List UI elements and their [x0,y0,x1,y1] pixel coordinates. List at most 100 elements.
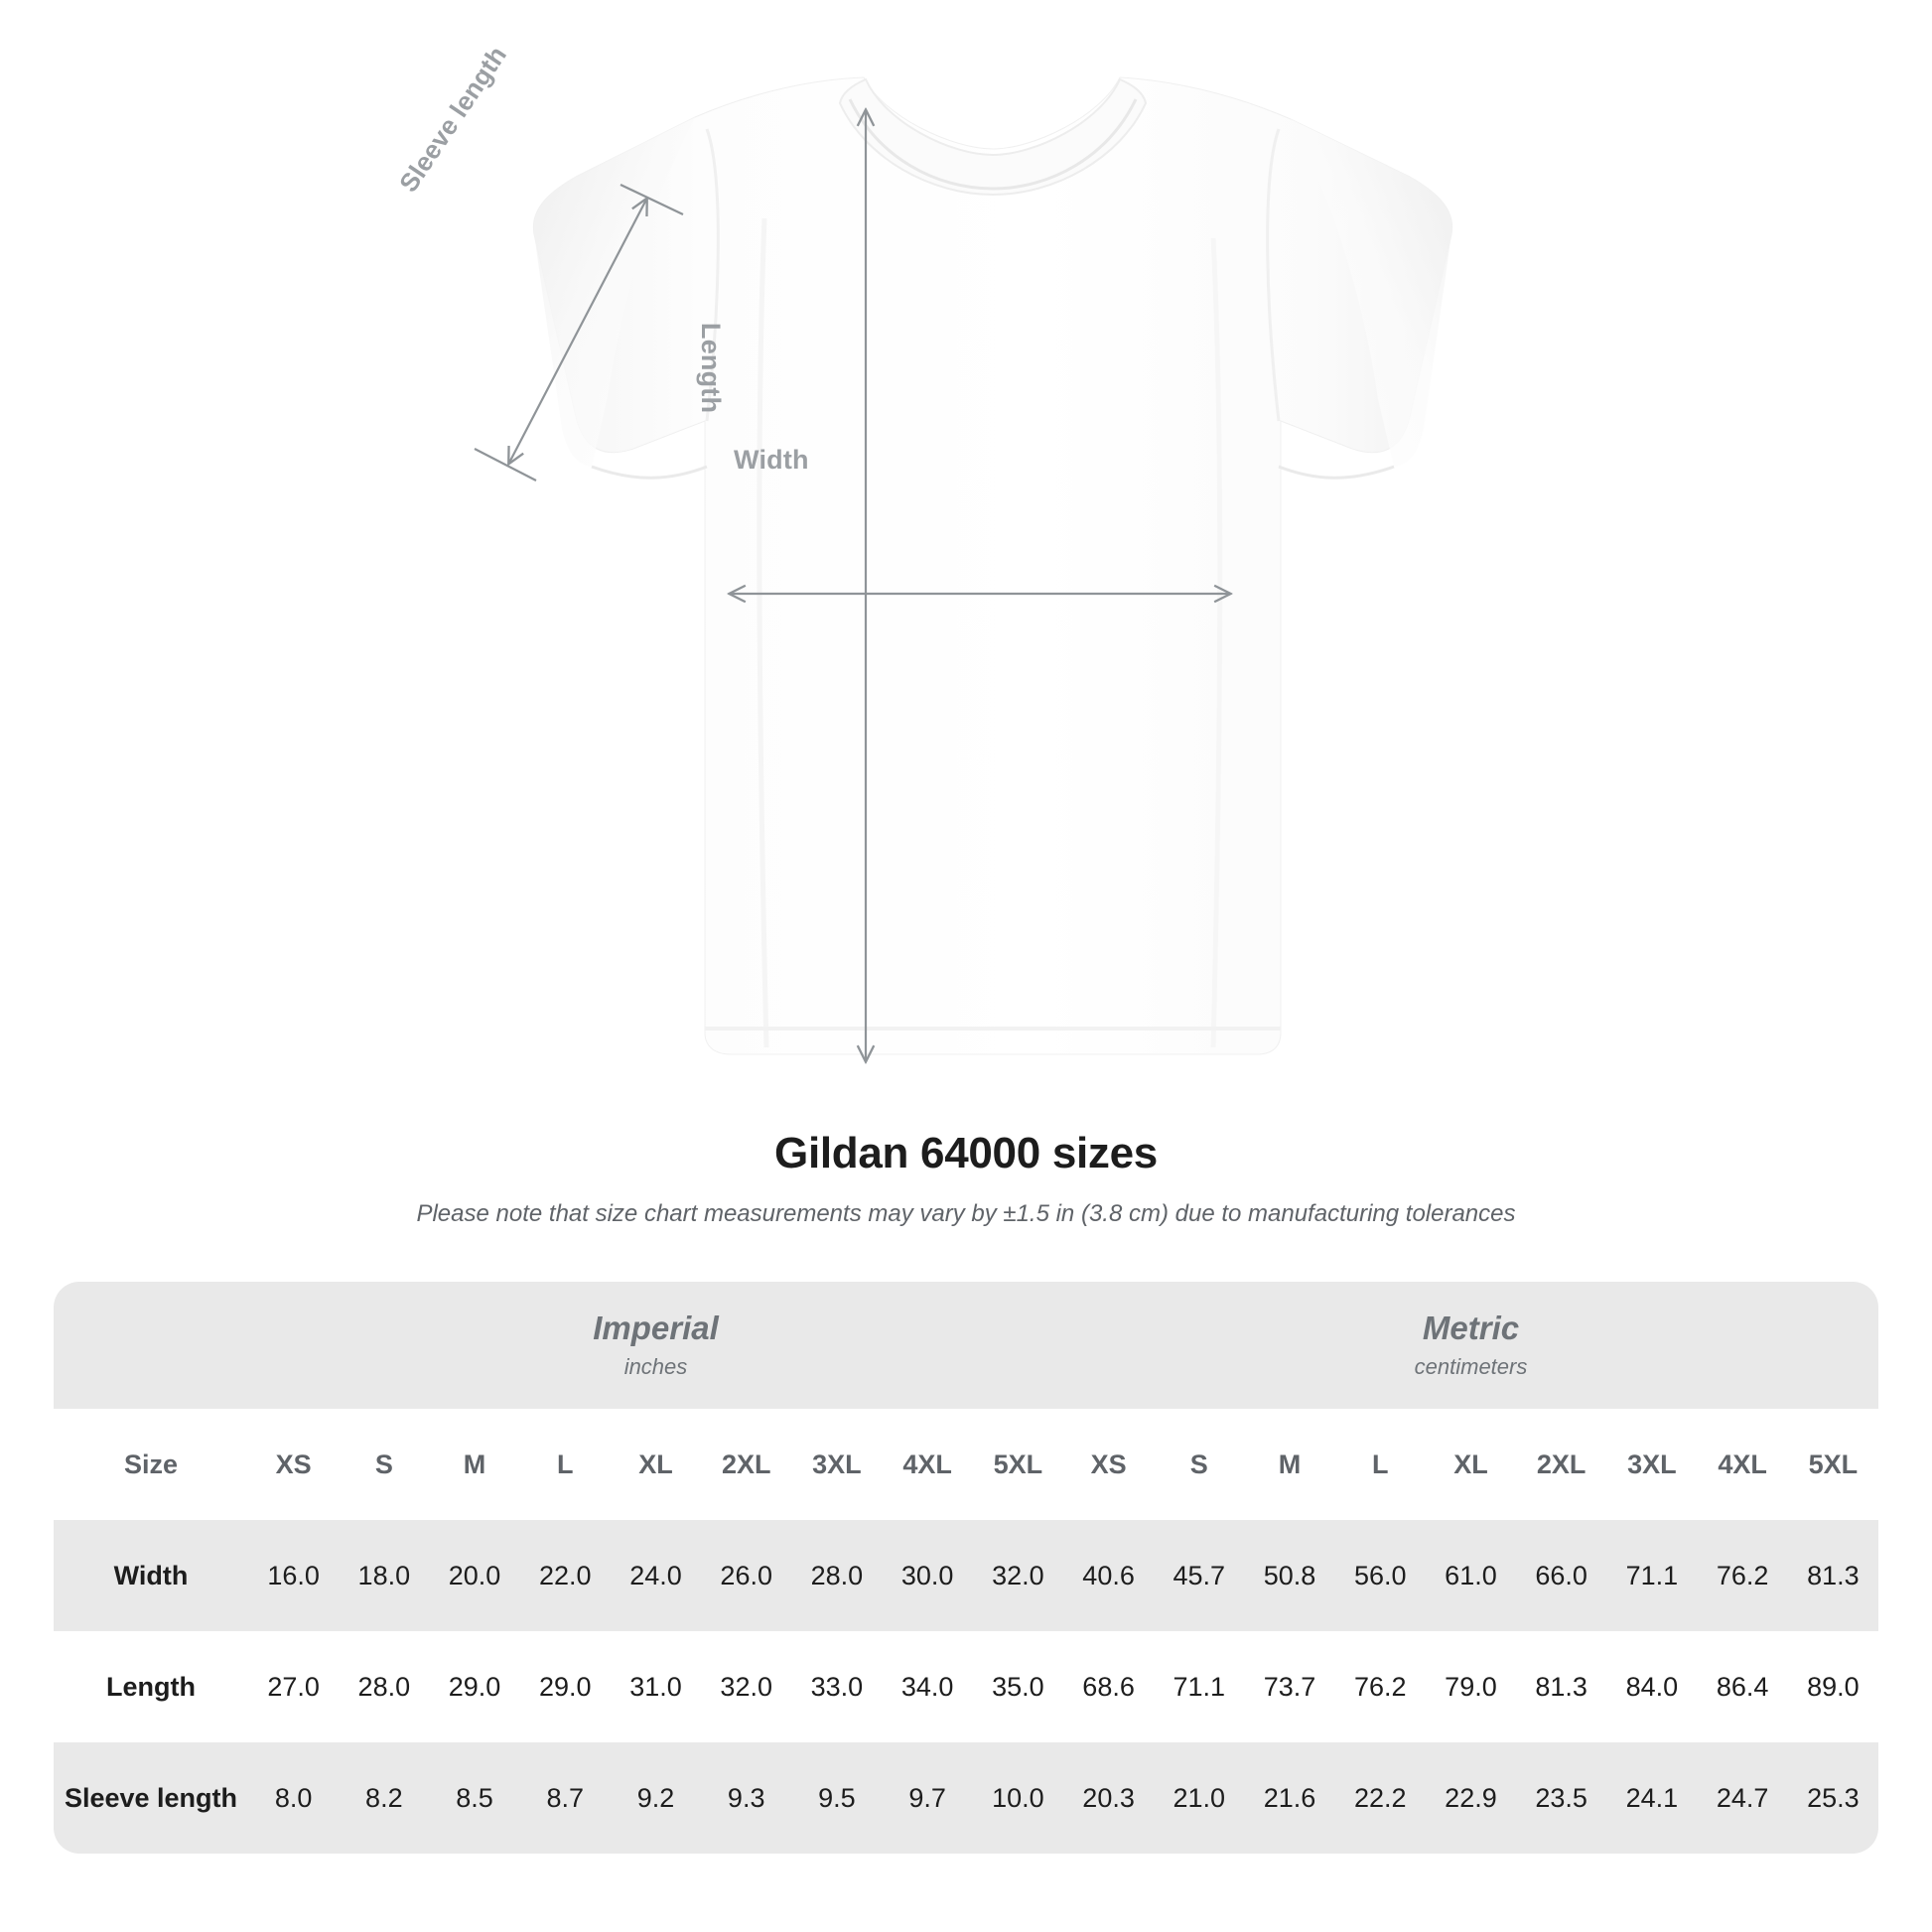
unit-header-spacer [54,1282,248,1409]
size-header-row: Size XS S M L XL 2XL 3XL 4XL 5XL XS S M L XL 2XL 3XL 4XL 5… [54,1409,1879,1520]
measurement-cell: 8.0 [248,1742,340,1854]
left-sleeve-hem [591,465,708,480]
size-col-header: 4XL [882,1409,973,1520]
measurement-cell: 68.6 [1062,1631,1155,1742]
table-row: Length 27.0 28.0 29.0 29.0 31.0 32.0 33.0 34.0 35… [54,1631,1879,1742]
measurement-cell: 24.0 [610,1520,702,1631]
measurement-cell: 40.6 [1062,1520,1155,1631]
measurement-cell: 33.0 [791,1631,883,1742]
tolerance-note: Please note that size chart measurements… [416,1200,1516,1227]
measurement-cell: 86.4 [1697,1631,1788,1742]
unit-group-sub: centimeters [1414,1354,1528,1380]
measurement-cell: 20.3 [1062,1742,1155,1854]
measurement-cell: 9.5 [791,1742,883,1854]
measurement-cell: 24.7 [1697,1742,1788,1854]
unit-group-name: Imperial [593,1309,719,1346]
measurement-cell: 25.3 [1787,1742,1879,1854]
measurement-cell: 31.0 [610,1631,702,1742]
measurement-cell: 84.0 [1606,1631,1698,1742]
size-col-header: 2XL [1516,1409,1607,1520]
measurement-cell: 73.7 [1244,1631,1335,1742]
measurement-cell: 35.0 [972,1631,1063,1742]
size-header-label: Size [54,1409,248,1520]
size-col-header: 5XL [1787,1409,1879,1520]
size-col-header: 3XL [1606,1409,1698,1520]
measurement-cell: 9.7 [882,1742,973,1854]
measurement-cell: 23.5 [1516,1742,1607,1854]
size-col-header: XS [1062,1409,1155,1520]
measurement-cell: 8.2 [339,1742,430,1854]
length-label: Length [696,323,726,414]
measurement-cell: 66.0 [1516,1520,1607,1631]
measurement-cell: 28.0 [791,1520,883,1631]
size-col-header: 4XL [1697,1409,1788,1520]
right-sleeve-shading [1291,119,1452,467]
unit-group-sub: inches [623,1354,688,1380]
left-shoulder-seam [705,128,720,422]
measurement-cell: 8.7 [519,1742,611,1854]
tshirt-illustration [474,76,1453,1127]
size-table-container: Imperial inches Metric centimeters Size XS S M L… [54,1282,1879,1854]
measurement-cell: 10.0 [972,1742,1063,1854]
row-header-length: Length [54,1631,248,1742]
size-col-header: 2XL [701,1409,792,1520]
size-col-header: 3XL [791,1409,883,1520]
unit-group-imperial: Imperial inches [248,1282,1063,1409]
measurement-cell: 16.0 [248,1520,340,1631]
measurement-cell: 27.0 [248,1631,340,1742]
page-title: Gildan 64000 sizes [774,1129,1158,1177]
row-header-sleeve-length: Sleeve length [54,1742,248,1854]
table-row: Sleeve length 8.0 8.2 8.5 8.7 9.2 9.3 9.5 9.7 10.… [54,1742,1879,1854]
measurement-cell: 34.0 [882,1631,973,1742]
measurement-cell: 9.3 [701,1742,792,1854]
measurement-cell: 81.3 [1787,1520,1879,1631]
measurement-cell: 22.2 [1334,1742,1426,1854]
measurement-cell: 18.0 [339,1520,430,1631]
sleeve-tick-bottom [474,448,537,482]
size-col-header: M [429,1409,520,1520]
measurement-cell: 61.0 [1425,1520,1517,1631]
size-col-header: L [1334,1409,1426,1520]
measurement-cell: 89.0 [1787,1631,1879,1742]
measurement-cell: 81.3 [1516,1631,1607,1742]
measurement-cell: 71.1 [1154,1631,1245,1742]
body-fold [757,217,769,1048]
size-col-header: 5XL [972,1409,1063,1520]
size-col-header: L [519,1409,611,1520]
measurement-cell: 29.0 [429,1631,520,1742]
measurement-cell: 21.6 [1244,1742,1335,1854]
row-header-width: Width [54,1520,248,1631]
size-col-header: XL [610,1409,702,1520]
tshirt-diagram: Sleeve length Length Width [393,41,1453,1127]
measurement-cell: 8.5 [429,1742,520,1854]
measurement-cell: 24.1 [1606,1742,1698,1854]
measurement-cell: 32.0 [701,1631,792,1742]
right-sleeve-hem [1278,465,1395,480]
size-col-header: XL [1425,1409,1517,1520]
measurement-cell: 76.2 [1697,1520,1788,1631]
sleeve-length-arrow [509,200,646,463]
unit-header-row: Imperial inches Metric centimeters [54,1282,1879,1409]
measurement-cell: 22.0 [519,1520,611,1631]
size-col-header: M [1244,1409,1335,1520]
sleeve-tick-top [620,184,684,215]
heading-block: Gildan 64000 sizes Please note that size… [0,1129,1932,1228]
measurement-cell: 76.2 [1334,1631,1426,1742]
measurement-cell: 9.2 [610,1742,702,1854]
measurement-cell: 32.0 [972,1520,1063,1631]
size-col-header: S [339,1409,430,1520]
measurement-cell: 79.0 [1425,1631,1517,1742]
size-col-header: XS [248,1409,340,1520]
measurement-cell: 50.8 [1244,1520,1335,1631]
measurement-cell: 56.0 [1334,1520,1426,1631]
size-col-header: S [1154,1409,1245,1520]
right-shoulder-seam [1266,128,1281,422]
size-chart-table: Imperial inches Metric centimeters Size XS S M L… [54,1282,1879,1854]
width-label: Width [734,445,809,475]
unit-group-name: Metric [1422,1309,1520,1346]
unit-group-metric: Metric centimeters [1062,1282,1879,1409]
table-row: Width 16.0 18.0 20.0 22.0 24.0 26.0 28.0 30.0 32.… [54,1520,1879,1631]
measurement-cell: 22.9 [1425,1742,1517,1854]
shirt-body-shape [532,76,1453,1055]
measurement-cell: 30.0 [882,1520,973,1631]
